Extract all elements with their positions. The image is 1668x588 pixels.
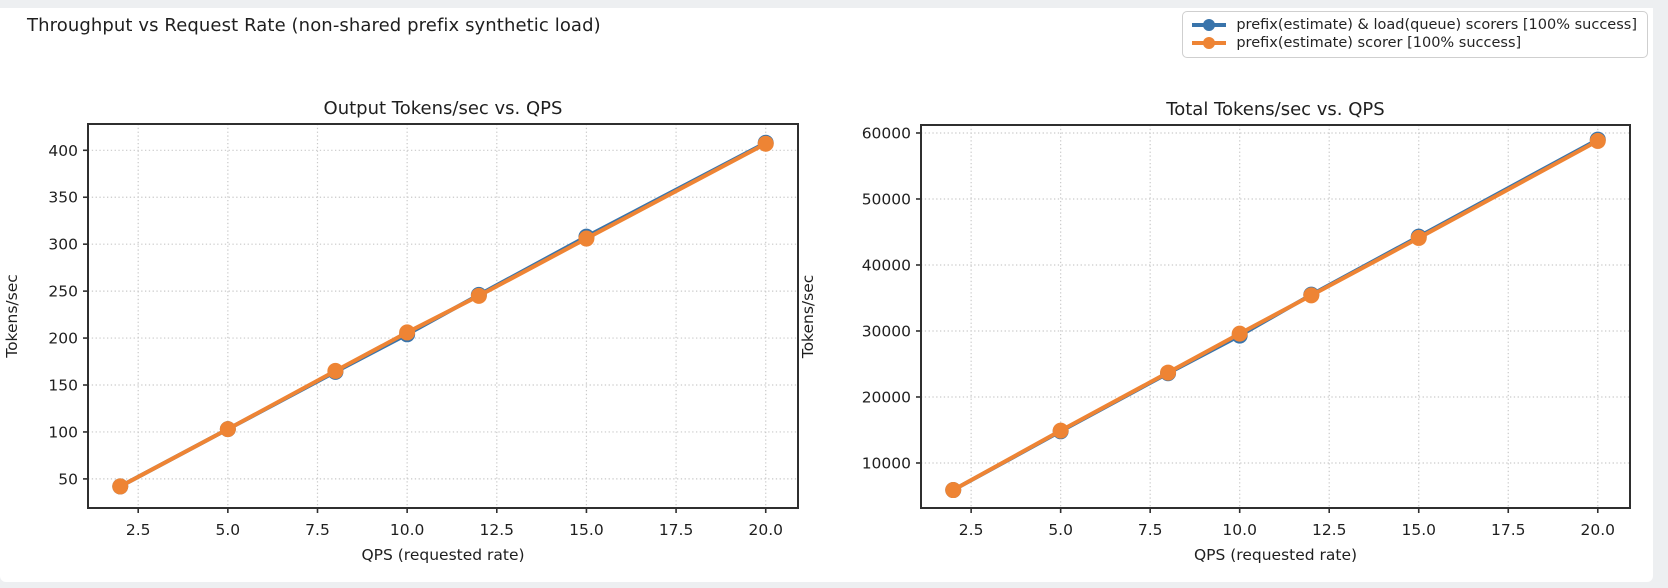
- legend-label: prefix(estimate) scorer [100% success]: [1236, 35, 1522, 51]
- x-tick-label: 20.0: [748, 521, 783, 539]
- x-tick-label: 15.0: [1401, 521, 1436, 539]
- y-axis-label: Tokens/sec: [799, 275, 817, 360]
- x-tick-label: 2.5: [959, 521, 984, 539]
- legend-item: prefix(estimate) & load(queue) scorers […: [1191, 17, 1637, 33]
- data-point: [112, 478, 129, 495]
- data-point: [1052, 422, 1069, 439]
- y-tick-label: 150: [48, 377, 78, 395]
- plot-border: [87, 123, 799, 509]
- data-point: [578, 230, 595, 247]
- plot-border: [920, 124, 1631, 509]
- y-axis-label: Tokens/sec: [3, 274, 21, 359]
- chart-title: Total Tokens/sec vs. QPS: [1165, 99, 1384, 120]
- data-point: [219, 421, 236, 438]
- data-point: [1231, 325, 1248, 342]
- x-tick-label: 10.0: [1222, 521, 1257, 539]
- y-tick-label: 60000: [862, 124, 911, 142]
- chart-total-tokens: 2.5 5.0 7.5 10.0 12.5 15.0 17.5 20.0 10000 20000 3…: [799, 99, 1631, 564]
- chart-output-tokens: 2.5 5.0 7.5 10.0 12.5 15.0 17.5 20.0 50 100 150 200…: [3, 98, 799, 564]
- y-tick-label: 50000: [862, 190, 911, 208]
- legend-line-marker-icon: [1192, 19, 1227, 31]
- data-point: [1589, 132, 1606, 149]
- x-tick-label: 17.5: [659, 521, 694, 539]
- charts-svg: 2.5 5.0 7.5 10.0 12.5 15.0 17.5 20.0 50 100 150 200…: [3, 98, 1631, 564]
- y-tick-label: 30000: [862, 322, 911, 340]
- x-axis-label: QPS (requested rate): [1194, 546, 1357, 564]
- x-tick-label: 12.5: [480, 521, 515, 539]
- x-tick-label: 10.0: [390, 521, 425, 539]
- data-point: [327, 362, 344, 379]
- x-tick-label: 17.5: [1491, 521, 1526, 539]
- y-tick-label: 40000: [862, 256, 911, 274]
- series-line: [118, 141, 768, 489]
- x-tick-label: 5.0: [216, 521, 241, 539]
- x-axis-label: QPS (requested rate): [361, 546, 524, 564]
- y-tick-label: 300: [48, 236, 78, 254]
- data-point: [757, 135, 774, 152]
- x-tick-label: 5.0: [1048, 521, 1073, 539]
- x-tick-label: 15.0: [569, 521, 604, 539]
- y-tick-label: 200: [48, 330, 78, 348]
- y-tick-label: 400: [48, 142, 78, 160]
- data-point: [1160, 364, 1177, 381]
- data-point: [399, 324, 416, 341]
- legend-label: prefix(estimate) & load(queue) scorers […: [1236, 17, 1637, 33]
- x-tick-label: 12.5: [1312, 521, 1347, 539]
- legend-item: prefix(estimate) scorer [100% success]: [1191, 35, 1637, 51]
- figure: Throughput vs Request Rate (non-shared p…: [0, 8, 1653, 582]
- chart-title: Output Tokens/sec vs. QPS: [324, 98, 563, 119]
- figure-title: Throughput vs Request Rate (non-shared p…: [27, 15, 601, 36]
- y-tick-label: 10000: [862, 454, 911, 472]
- legend: prefix(estimate) & load(queue) scorers […: [1182, 11, 1648, 58]
- series-line: [951, 138, 1600, 493]
- y-tick-label: 350: [48, 189, 78, 207]
- data-point: [945, 482, 962, 499]
- legend-line-marker-icon: [1192, 37, 1227, 49]
- y-tick-label: 250: [48, 283, 78, 301]
- data-point: [470, 287, 487, 304]
- x-tick-label: 20.0: [1581, 521, 1616, 539]
- x-tick-label: 2.5: [126, 521, 151, 539]
- x-tick-label: 7.5: [1138, 521, 1163, 539]
- data-point: [1410, 229, 1427, 246]
- data-point: [1303, 287, 1320, 304]
- x-tick-label: 7.5: [305, 521, 330, 539]
- y-tick-label: 50: [58, 470, 78, 488]
- y-tick-label: 20000: [862, 388, 911, 406]
- y-tick-label: 100: [48, 423, 78, 441]
